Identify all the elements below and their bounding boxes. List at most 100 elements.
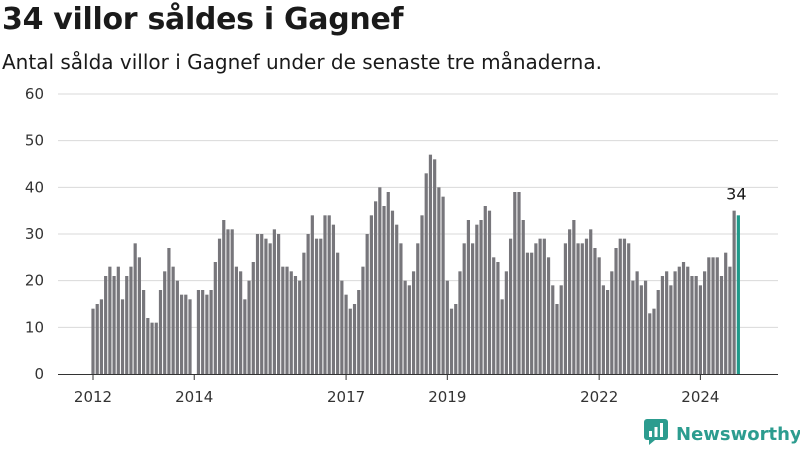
bar: [707, 257, 711, 374]
bar: [471, 243, 475, 374]
bar: [487, 210, 492, 374]
y-tick-label: 50: [25, 132, 44, 150]
bar: [196, 290, 201, 374]
bar: [635, 271, 639, 374]
bar: [327, 215, 331, 374]
bar: [403, 280, 407, 374]
bar: [572, 220, 576, 374]
bar: [479, 220, 483, 374]
bar: [534, 243, 538, 374]
bar: [576, 243, 580, 374]
y-tick-label: 10: [25, 318, 44, 336]
bar: [95, 304, 99, 374]
bar: [268, 243, 272, 374]
bar: [517, 192, 521, 374]
bar: [719, 276, 724, 374]
bar: [454, 304, 458, 374]
bar: [530, 252, 534, 374]
bar: [546, 257, 551, 374]
bar: [724, 252, 728, 374]
bar: [243, 299, 247, 374]
bar: [627, 243, 631, 374]
x-tick-label: 2012: [74, 388, 112, 406]
bar: [563, 243, 568, 374]
bar: [310, 215, 314, 374]
bar: [551, 285, 555, 374]
bar: [158, 290, 163, 374]
bar: [492, 257, 496, 374]
y-tick-label: 60: [25, 85, 44, 103]
bar: [568, 229, 572, 374]
bar: [133, 243, 137, 374]
bar: [610, 271, 614, 374]
x-axis-ticks: 2012 2014 2017 2019 2022 2024: [74, 374, 719, 406]
bar: [188, 299, 192, 374]
y-tick-label: 40: [25, 178, 44, 196]
bar: [395, 224, 399, 374]
bar: [323, 215, 327, 374]
bar: [209, 290, 213, 374]
bar: [230, 229, 234, 374]
bar: [580, 243, 584, 374]
bar: [559, 285, 563, 374]
bar: [614, 248, 618, 374]
bar: [129, 266, 133, 374]
bar-highlight: [736, 215, 740, 374]
bar: [175, 280, 179, 374]
bar: [357, 290, 361, 374]
bar: [584, 238, 589, 374]
y-tick-label: 0: [34, 365, 44, 383]
bar: [344, 294, 348, 374]
bar: [496, 262, 500, 374]
bar: [234, 266, 239, 374]
bars: [91, 154, 740, 374]
bar: [597, 257, 601, 374]
bar: [374, 201, 378, 374]
bar: [589, 229, 593, 374]
bar: [120, 299, 125, 374]
bar: [217, 238, 222, 374]
bar: [669, 285, 673, 374]
y-axis-ticks: 0 10 20 30 40 50 60: [25, 85, 44, 383]
bar: [728, 266, 732, 374]
bar: [378, 187, 382, 374]
bar: [593, 248, 597, 374]
bar: [348, 308, 352, 374]
bar: [449, 308, 454, 374]
bar: [108, 266, 112, 374]
x-tick-label: 2022: [580, 388, 618, 406]
bar: [555, 304, 559, 374]
data-labels: 34: [726, 184, 746, 203]
bar: [694, 276, 698, 374]
bar: [369, 215, 373, 374]
bar: [513, 192, 517, 374]
bar: [125, 276, 129, 374]
bar-chart-icon: [644, 419, 670, 449]
bar: [306, 234, 310, 374]
bar: [91, 308, 95, 374]
bar: [146, 318, 150, 374]
chart-subtitle: Antal sålda villor i Gagnef under de sen…: [2, 50, 602, 74]
bar: [521, 220, 525, 374]
bar: [407, 285, 411, 374]
bar: [167, 248, 171, 374]
bar: [255, 234, 260, 374]
bar: [681, 262, 686, 374]
bar: [631, 280, 635, 374]
bar: [508, 238, 513, 374]
bar: [281, 266, 285, 374]
bar: [260, 234, 264, 374]
x-tick-label: 2019: [428, 388, 466, 406]
bar: [639, 285, 643, 374]
x-tick-label: 2014: [175, 388, 213, 406]
bar: [239, 271, 243, 374]
bar: [116, 266, 120, 374]
brand-name: Newsworthy: [676, 423, 800, 445]
bar: [201, 290, 205, 374]
bar: [686, 266, 690, 374]
bar: [605, 290, 610, 374]
bar: [154, 322, 158, 374]
bar: [500, 299, 504, 374]
bar: [428, 154, 433, 374]
